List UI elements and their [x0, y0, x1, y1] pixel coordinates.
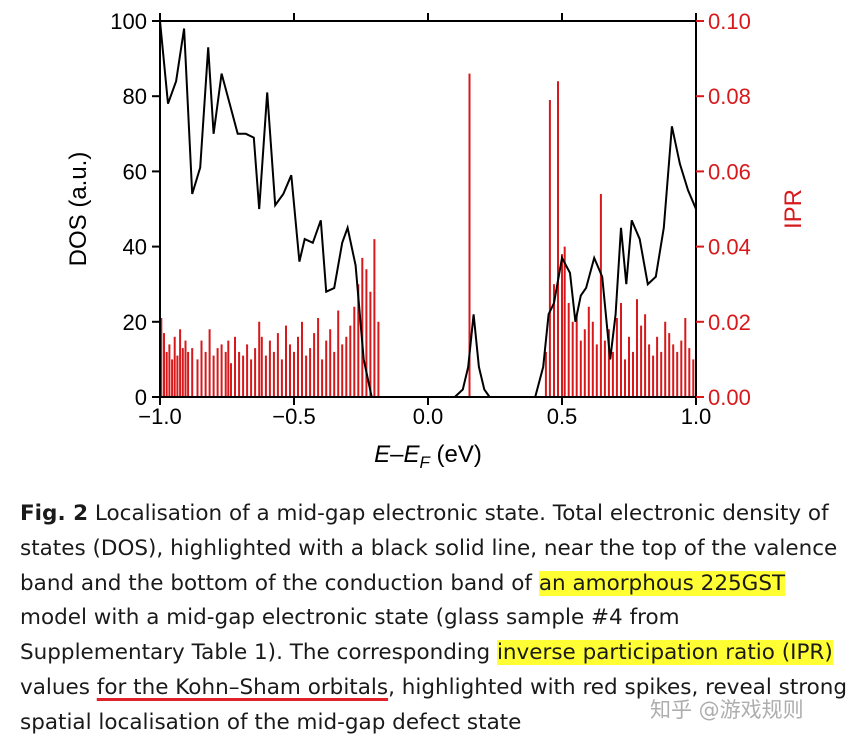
x-axis-ticks: −1.0 −0.5 0.0 0.5 1.0 — [138, 13, 711, 429]
right-y-tick-label: 0.08 — [708, 84, 751, 109]
caption-fig-label: Fig. 2 — [20, 501, 89, 526]
caption-highlight-1: an amorphous 225GST — [538, 570, 786, 596]
right-y-tick-label: 0.06 — [708, 159, 751, 184]
ipr-spikes — [160, 73, 695, 397]
x-tick-label: 1.0 — [681, 404, 712, 429]
y-axis-right-title: IPR — [780, 189, 807, 229]
x-axis-title-e: E — [374, 441, 391, 468]
left-y-tick-label: 20 — [123, 310, 147, 335]
left-y-tick-label: 0 — [135, 385, 147, 410]
x-axis-title-subscript: F — [419, 453, 431, 472]
caption-text-4: , highlighted with red spikes, reveal st… — [20, 674, 848, 735]
figure-caption: Fig. 2 Localisation of a mid-gap electro… — [20, 497, 850, 741]
caption-underline-1: for the Kohn–Sham orbitals — [96, 674, 389, 700]
left-y-tick-label: 60 — [123, 159, 147, 184]
x-tick-label: −0.5 — [272, 404, 315, 429]
x-axis-title: E–EF (eV) — [374, 441, 482, 472]
right-y-axis-ticks: 0.00 0.02 0.04 0.06 0.08 0.10 — [696, 9, 751, 410]
left-y-tick-label: 100 — [110, 9, 147, 34]
right-y-tick-label: 0.10 — [708, 9, 751, 34]
x-axis-title-e2: E — [403, 441, 420, 468]
x-tick-label: −1.0 — [138, 404, 181, 429]
right-y-tick-label: 0.00 — [708, 385, 751, 410]
caption-text-2: model with a mid-gap electronic state (g… — [20, 605, 680, 666]
right-y-tick-label: 0.02 — [708, 310, 751, 335]
left-y-tick-label: 40 — [123, 235, 147, 260]
caption-highlight-2: inverse participation ratio (IPR) — [496, 640, 833, 666]
x-axis-title-sep: – — [390, 441, 404, 468]
plot-frame — [159, 20, 697, 398]
dos-line — [159, 20, 697, 398]
watermark: 知乎 @游戏规则 — [650, 698, 804, 722]
dos-ipr-chart: −1.0 −0.5 0.0 0.5 1.0 0 20 40 60 80 100 0.00 0.02 0… — [65, 9, 807, 472]
caption-text-1: Localisation of a mid-gap electronic sta… — [20, 501, 838, 596]
right-y-tick-label: 0.04 — [708, 235, 751, 260]
x-tick-label: 0.5 — [547, 404, 578, 429]
caption-text-3: values — [20, 674, 97, 700]
x-tick-label: 0.0 — [413, 404, 444, 429]
y-axis-left-title: DOS (a.u.) — [65, 152, 92, 267]
left-y-axis-ticks: 0 20 40 60 80 100 — [110, 9, 160, 410]
left-y-tick-label: 80 — [123, 84, 147, 109]
x-axis-title-unit: (eV) — [430, 441, 482, 468]
